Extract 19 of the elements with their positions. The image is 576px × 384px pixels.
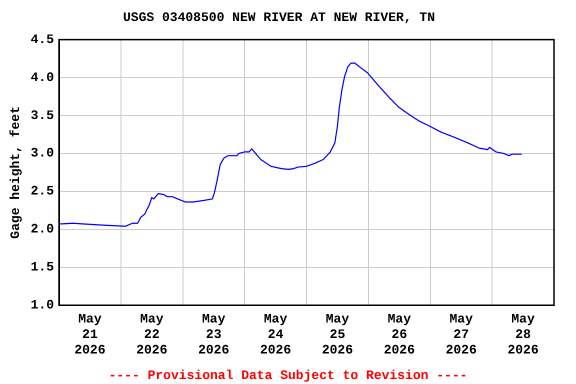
y-tick-label: 4.5 bbox=[30, 32, 54, 47]
x-tick-label: May 28 2026 bbox=[507, 311, 539, 358]
x-tick-label: May 26 2026 bbox=[384, 311, 416, 358]
y-tick-label: 1.5 bbox=[30, 260, 54, 275]
x-tick-label: May 23 2026 bbox=[198, 311, 230, 358]
y-axis-title: Gage height, feet bbox=[8, 106, 24, 239]
x-tick-label: May 25 2026 bbox=[322, 311, 354, 358]
text: ---- Provisional Data Subject to Revision ---- bbox=[108, 368, 468, 383]
y-tick-label: 3.0 bbox=[30, 146, 54, 161]
x-tick-label: May 21 2026 bbox=[74, 311, 106, 358]
y-tick-label: 3.5 bbox=[30, 108, 54, 123]
x-tick-label: May 27 2026 bbox=[446, 311, 477, 358]
x-tick-label: May 24 2026 bbox=[260, 311, 292, 358]
y-tick-label: 2.5 bbox=[30, 184, 54, 199]
chart-title: USGS 03408500 NEW RIVER AT NEW RIVER, TN bbox=[122, 10, 436, 26]
y-tick-label: 4.0 bbox=[30, 70, 54, 85]
y-tick-label: 1.0 bbox=[30, 297, 54, 312]
x-tick-label: May 22 2026 bbox=[136, 311, 168, 358]
y-tick-label: 2.0 bbox=[30, 222, 54, 237]
